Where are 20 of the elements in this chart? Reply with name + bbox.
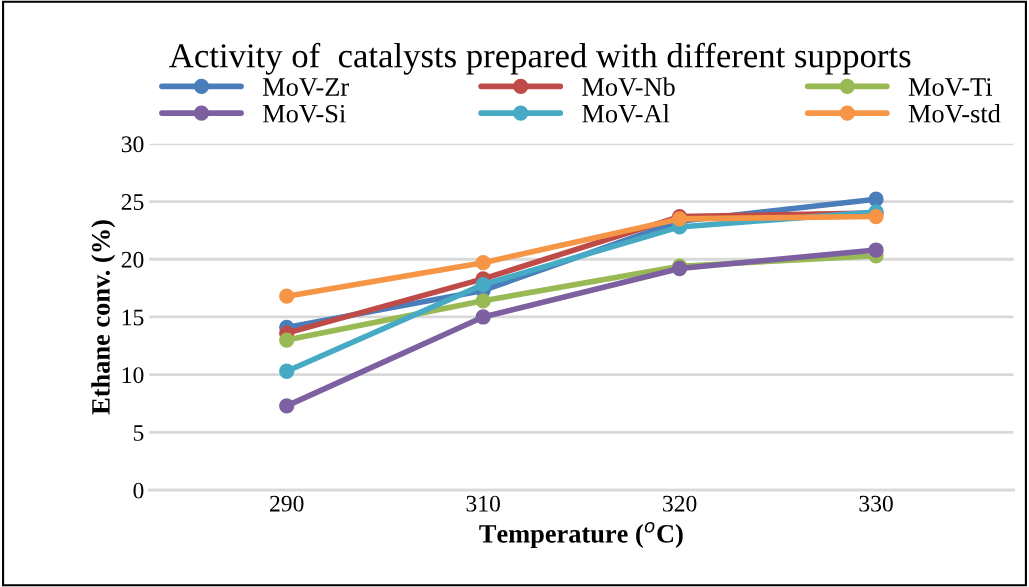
legend-label: MoV-Al <box>582 104 670 123</box>
y-axis-title: Ethane conv. (%) <box>91 220 116 415</box>
y-tick-label: 10 <box>122 367 144 384</box>
chart-title: Activity of catalysts prepared with different supports <box>169 42 911 75</box>
legend-label: MoV-Zr <box>262 78 349 97</box>
y-tick-label: 15 <box>122 309 144 326</box>
x-axis-title: Temperature ($^{o}$C) <box>479 521 683 549</box>
x-tick-label: 290 <box>270 495 304 512</box>
legend-label: MoV-Si <box>262 104 346 123</box>
y-tick-label: 25 <box>121 194 144 210</box>
y-tick-label: 20 <box>121 251 144 268</box>
x-tick-label: 310 <box>466 495 500 512</box>
x-tick-label: 320 <box>663 495 697 512</box>
legend-label: MoV-Ti <box>908 78 993 97</box>
y-tick-label: 5 <box>133 425 144 441</box>
x-tick-label: 330 <box>859 495 893 512</box>
legend-label: MoV-Nb <box>582 77 675 97</box>
y-tick-label: 30 <box>121 136 144 153</box>
legend-label: MoV-std <box>908 104 1001 123</box>
y-tick-label: 0 <box>133 482 144 499</box>
